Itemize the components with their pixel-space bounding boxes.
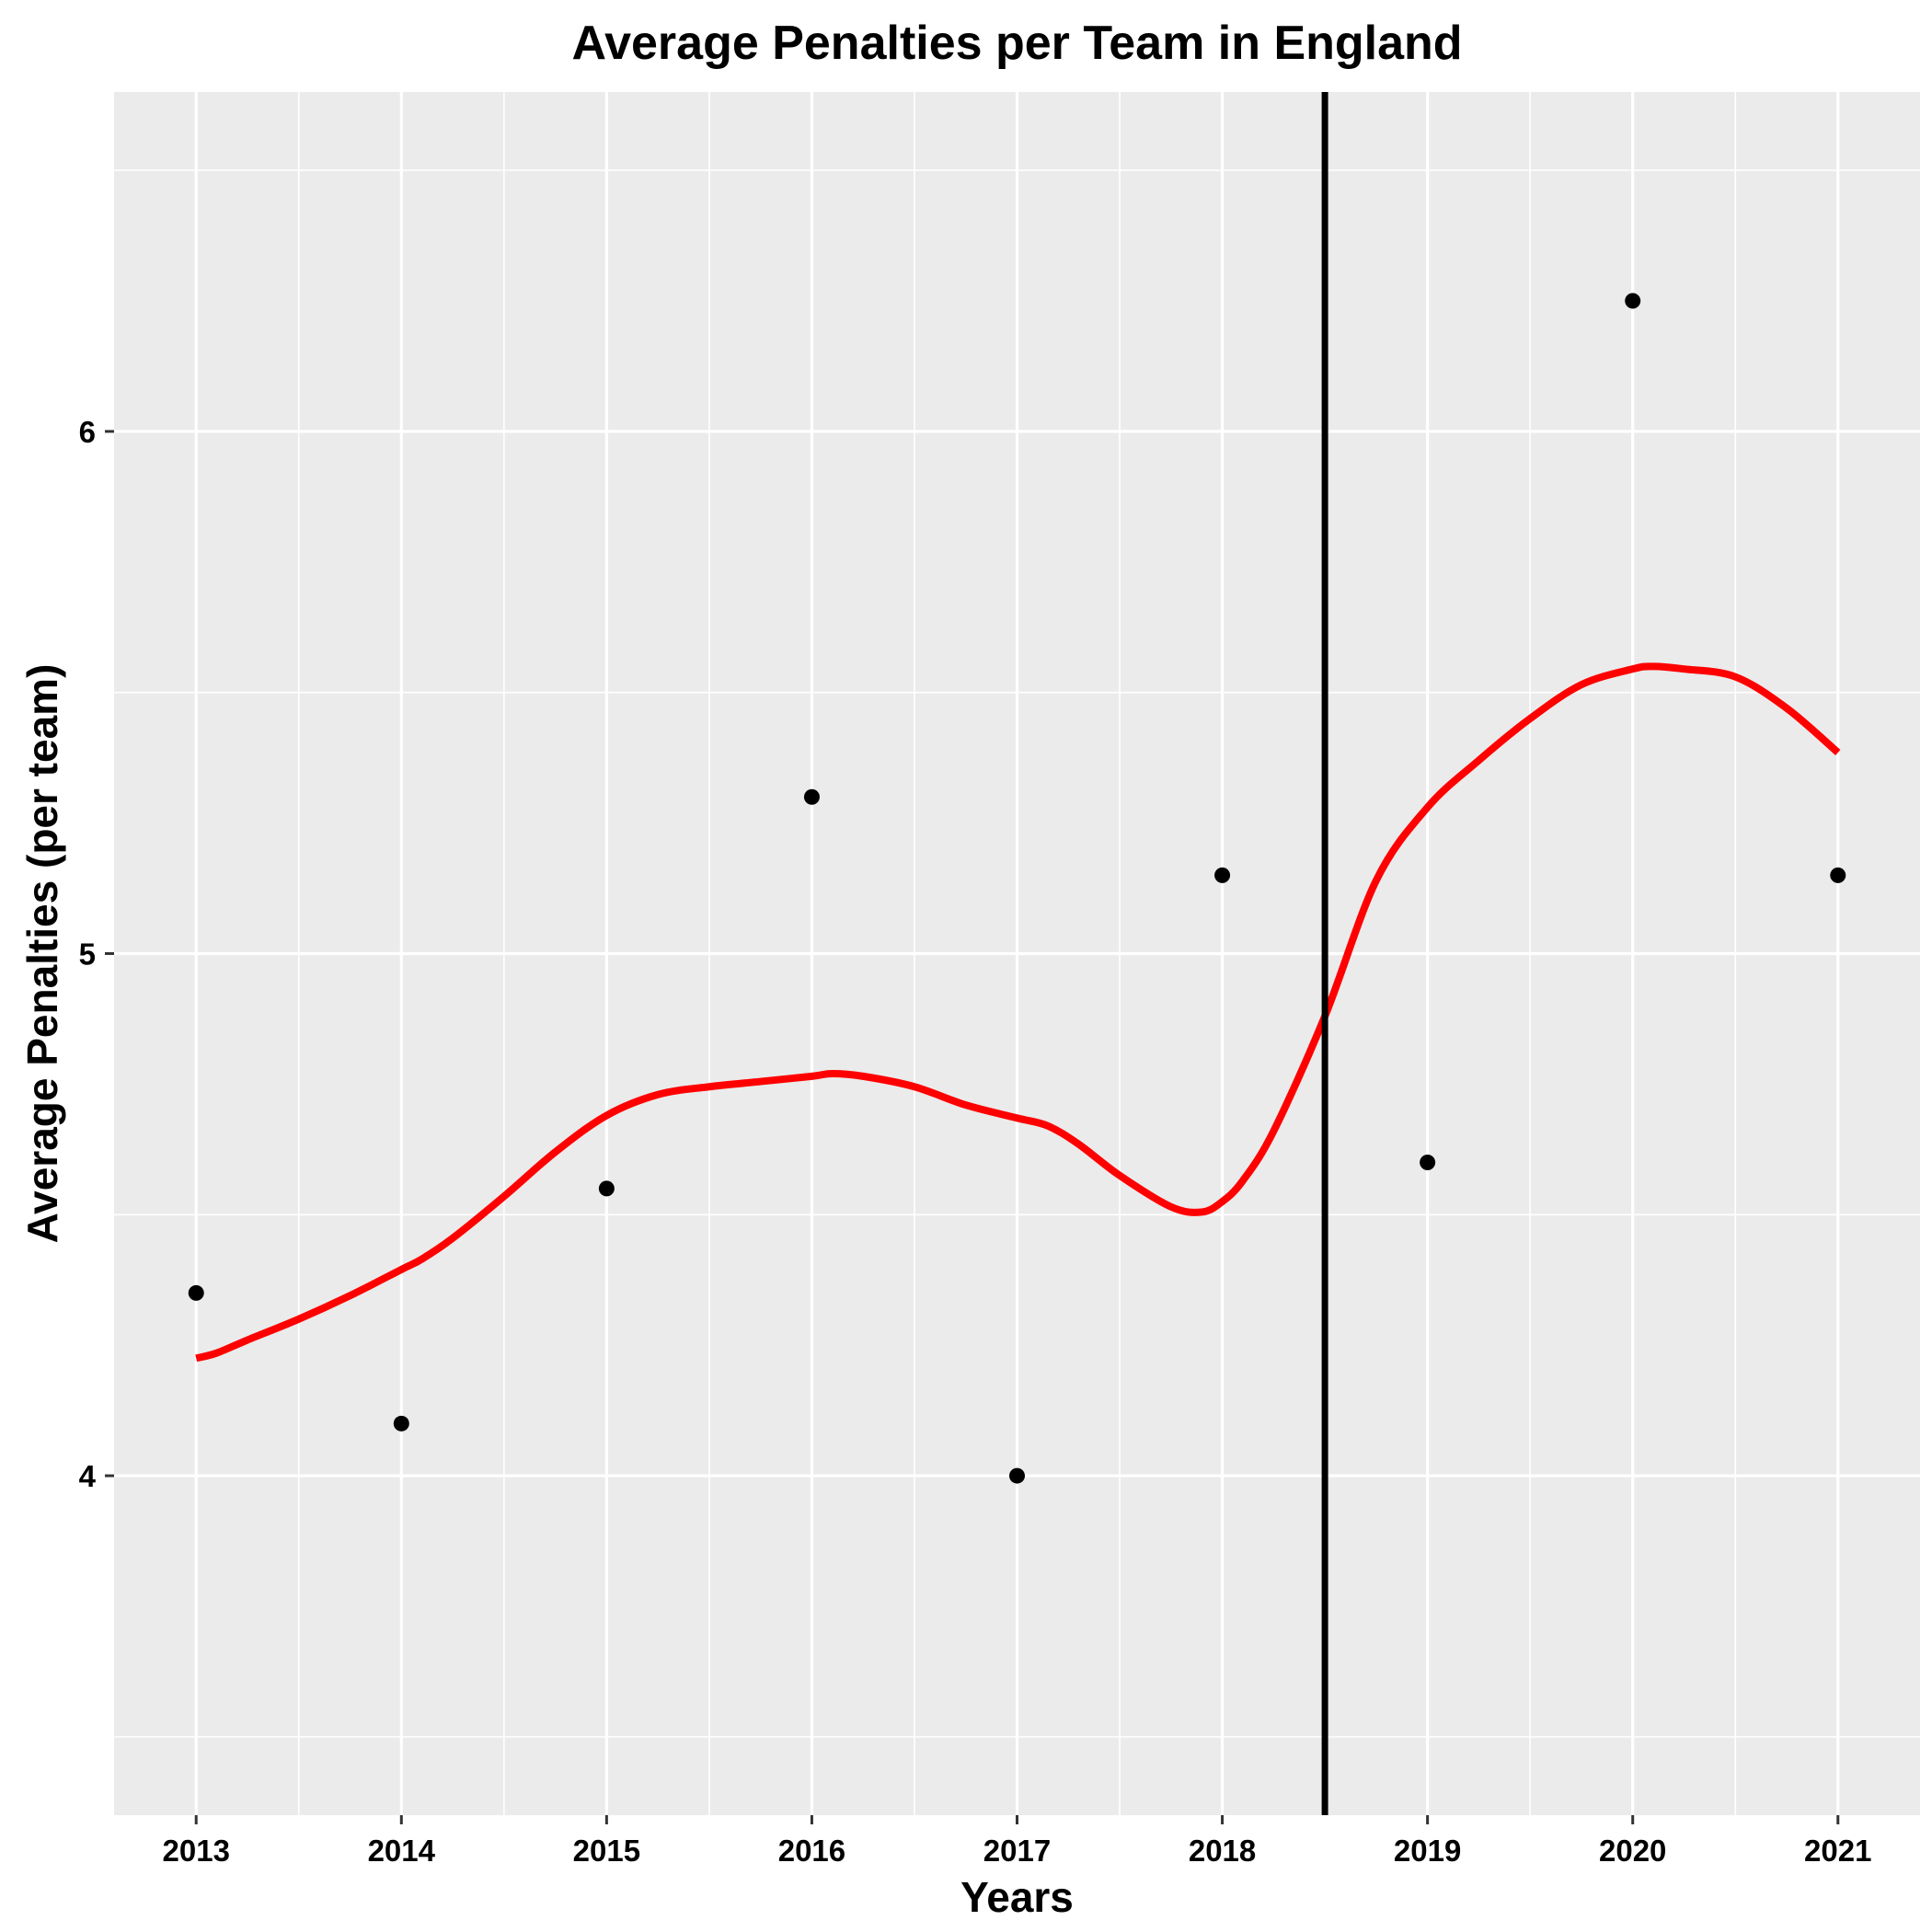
data-point (803, 788, 820, 805)
data-point (393, 1415, 409, 1432)
data-point (188, 1284, 204, 1301)
y-tick-label: 5 (79, 937, 96, 972)
data-point (1420, 1155, 1436, 1171)
y-axis-title: Average Penalties (per team) (18, 664, 66, 1244)
x-tick-label: 2021 (1804, 1834, 1871, 1868)
x-tick-label: 2019 (1394, 1834, 1461, 1868)
x-tick-label: 2016 (778, 1834, 845, 1868)
x-tick-label: 2015 (573, 1834, 640, 1868)
x-tick-label: 2018 (1189, 1834, 1256, 1868)
chart-title: Average Penalties per Team in England (571, 17, 1462, 70)
smooth-line (195, 662, 1841, 1363)
ticks-layer: 2013 2014 2015 2016 2017 2018 2019 2020 2021 4 5 6 (79, 415, 1872, 1868)
x-tick-label: 2014 (368, 1834, 436, 1868)
x-tick-label: 2020 (1599, 1834, 1666, 1868)
data-point (1009, 1467, 1025, 1484)
x-axis-title: Years (960, 1873, 1074, 1921)
data-point (598, 1180, 615, 1197)
x-tick-label: 2013 (163, 1834, 230, 1868)
y-tick-label: 6 (79, 415, 96, 449)
data-point (1830, 867, 1846, 883)
y-tick-label: 4 (79, 1459, 97, 1493)
data-point (1625, 293, 1641, 309)
x-tick-label: 2017 (983, 1834, 1051, 1868)
data-point (1214, 867, 1231, 883)
points-layer (188, 293, 1846, 1484)
